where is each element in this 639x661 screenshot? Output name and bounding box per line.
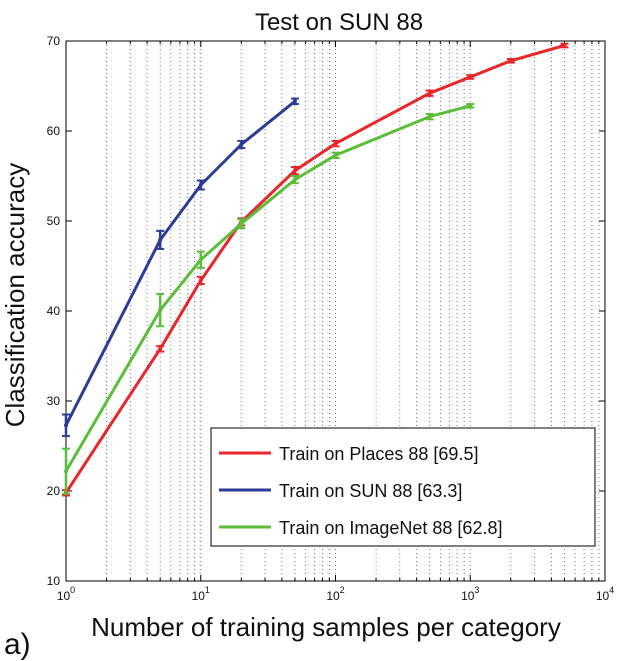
panel-label: a) (4, 628, 31, 661)
data-point (562, 43, 567, 48)
x-tick-label: 104 (596, 585, 614, 603)
x-axis-label: Number of training samples per category (91, 612, 561, 642)
data-point (158, 346, 163, 351)
legend-label: Train on ImageNet 88 [62.8] (279, 518, 502, 538)
data-point (292, 99, 297, 104)
data-point (158, 308, 163, 313)
data-point (239, 142, 244, 147)
data-point (292, 168, 297, 173)
series-line (64, 100, 296, 426)
series-line (64, 44, 565, 494)
y-axis-label: Classification accuracy (0, 163, 30, 427)
y-tick-label: 70 (47, 34, 61, 48)
data-point (468, 75, 473, 79)
series-2 (62, 103, 475, 495)
data-point (239, 221, 244, 226)
x-tick-exponent: 3 (474, 585, 479, 595)
y-tick-label: 30 (47, 394, 61, 408)
legend-label: Train on SUN 88 [63.3] (279, 481, 462, 501)
chart-title: Test on SUN 88 (255, 9, 423, 36)
data-point (333, 141, 338, 146)
x-tick-exponent: 4 (609, 585, 614, 595)
data-point (198, 183, 203, 187)
data-point (198, 257, 203, 262)
data-point (427, 114, 432, 119)
data-point (64, 469, 68, 474)
y-tick-label: 10 (47, 574, 61, 588)
x-tick-label: 102 (326, 585, 344, 603)
series-lines (62, 42, 569, 497)
x-tick-exponent: 0 (70, 585, 75, 595)
y-tick-label: 60 (47, 124, 61, 138)
x-tick-label: 103 (461, 585, 479, 603)
data-point (64, 423, 68, 428)
data-point (333, 153, 338, 158)
data-point (508, 58, 513, 63)
data-point (198, 278, 203, 283)
y-tick-label: 50 (47, 214, 61, 228)
legend-label: Train on Places 88 [69.5] (279, 444, 478, 464)
x-tick-exponent: 2 (340, 585, 345, 595)
data-point (468, 103, 473, 108)
series-line (64, 104, 471, 472)
data-point (427, 91, 432, 96)
y-tick-label: 40 (47, 304, 61, 318)
series-1 (62, 97, 299, 438)
legend-box (210, 427, 596, 547)
legend: Train on Places 88 [69.5] Train on SUN 88… (210, 427, 596, 547)
data-point (292, 177, 297, 182)
series-0 (62, 42, 569, 497)
y-tick-label: 20 (47, 484, 61, 498)
x-tick-label: 101 (192, 585, 210, 603)
x-tick-exponent: 1 (205, 585, 210, 595)
data-point (158, 237, 163, 242)
